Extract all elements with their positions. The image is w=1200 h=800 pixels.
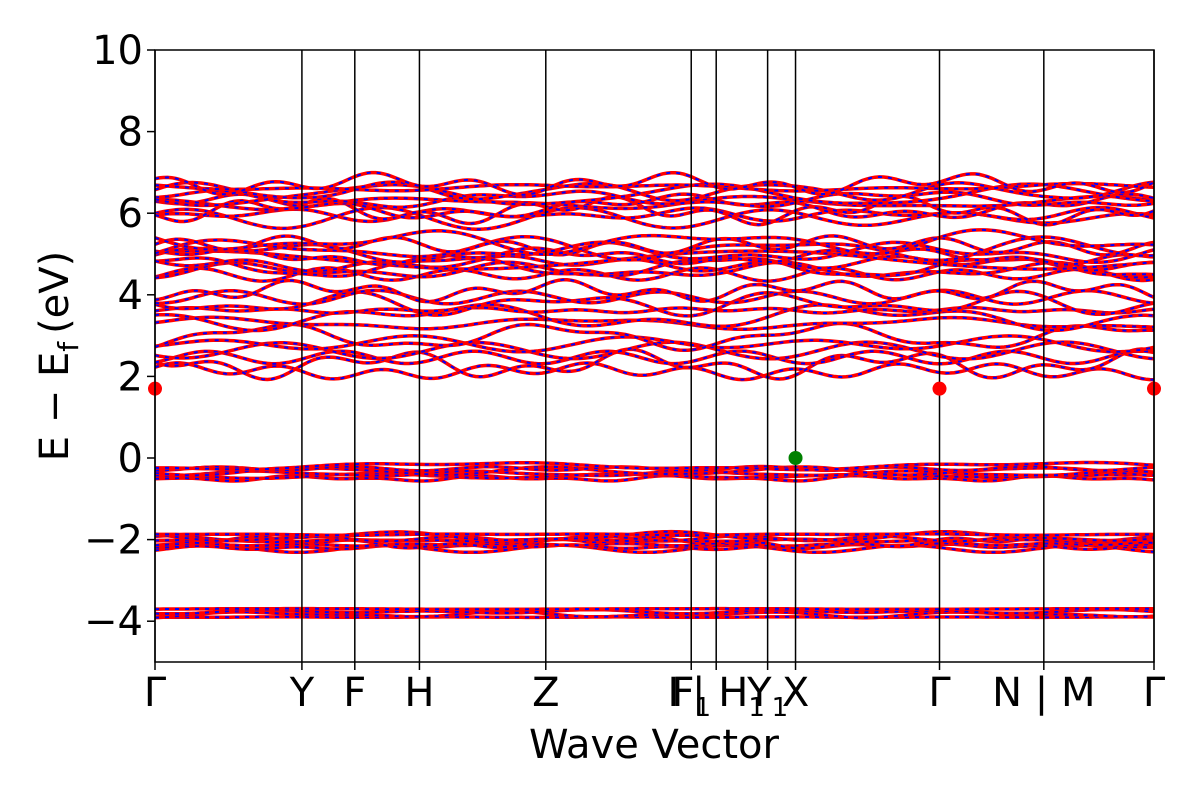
- band-line-blue: [154, 322, 1154, 352]
- band-line-blue: [154, 532, 1155, 537]
- y-axis-title-subscript: f: [52, 341, 85, 352]
- y-tick-label: 4: [118, 273, 143, 319]
- x-tick-label: X: [782, 670, 809, 716]
- band-line-blue: [155, 461, 1155, 471]
- band-line-blue: [154, 347, 1155, 381]
- band-line-blue: [154, 535, 1155, 550]
- y-tick-label: 2: [118, 354, 143, 400]
- band-line-red: [154, 180, 1155, 203]
- band-line-blue: [154, 182, 1155, 192]
- cbm-marker: [932, 381, 947, 396]
- x-axis-title: Wave Vector: [529, 722, 780, 768]
- band-line-red: [154, 615, 1154, 620]
- x-tick-label: I | H1: [668, 670, 765, 723]
- band-line-blue: [154, 534, 1155, 543]
- band-line-blue: [154, 255, 1154, 273]
- x-tick-label: Y1: [746, 670, 788, 723]
- x-tick-label: F: [343, 670, 366, 716]
- band-line-blue: [154, 608, 1155, 615]
- bands-layer: [154, 170, 1155, 620]
- band-line-blue: [154, 542, 1155, 551]
- y-axis-title: E − Ef (eV): [32, 251, 85, 462]
- plot-frame: [154, 49, 1155, 663]
- band-line-red: [154, 532, 1155, 538]
- band-line-red: [154, 334, 1155, 354]
- y-tick-label: 0: [118, 436, 143, 482]
- band-line-red: [154, 188, 1155, 209]
- y-tick-label: 8: [118, 110, 143, 156]
- band-line-blue: [155, 607, 1154, 611]
- x-tick-label: Γ: [1143, 670, 1166, 716]
- x-tick-label: Γ: [928, 670, 951, 716]
- x-tick-label: F1: [671, 670, 711, 723]
- band-line-blue: [154, 195, 1155, 211]
- vbm-marker: [788, 451, 803, 465]
- y-tick-label: 10: [92, 28, 143, 74]
- x-tick-label: H: [404, 670, 434, 716]
- band-line-blue: [154, 615, 1154, 619]
- band-line-blue: [154, 241, 1155, 264]
- band-line-red: [154, 288, 1155, 306]
- band-line-blue: [154, 278, 1155, 303]
- y-tick-label: 6: [118, 191, 143, 237]
- band-line-blue: [154, 465, 1155, 477]
- y-tick-label: −4: [84, 599, 143, 645]
- extrema-markers: [148, 381, 1161, 465]
- y-axis-title-unit: (eV): [32, 251, 78, 334]
- x-tick-label: Y: [289, 670, 315, 716]
- band-line-blue: [154, 350, 1155, 365]
- band-line-blue: [154, 247, 1155, 266]
- band-line-blue: [154, 266, 1155, 283]
- y-axis-title-main: E − E: [32, 352, 78, 462]
- y-axis: −4 −2 0 2 4 6 8 10: [84, 28, 155, 645]
- x-tick-label: Γ: [144, 670, 167, 716]
- x-tick-label: Z: [532, 670, 559, 716]
- band-line-blue: [154, 530, 1155, 542]
- band-line-blue: [154, 472, 1154, 480]
- band-line-blue: [154, 303, 1155, 332]
- x-tick-label: N | M: [992, 670, 1095, 716]
- y-tick-label: −2: [84, 518, 143, 564]
- band-line-red: [154, 228, 1155, 257]
- band-line-blue: [154, 361, 1155, 381]
- band-line-blue: [154, 542, 1155, 548]
- band-line-red: [155, 606, 1154, 612]
- band-line-blue: [154, 544, 1155, 554]
- band-line-blue: [154, 171, 1155, 196]
- band-line-blue: [154, 261, 1155, 279]
- band-line-red: [154, 234, 1155, 263]
